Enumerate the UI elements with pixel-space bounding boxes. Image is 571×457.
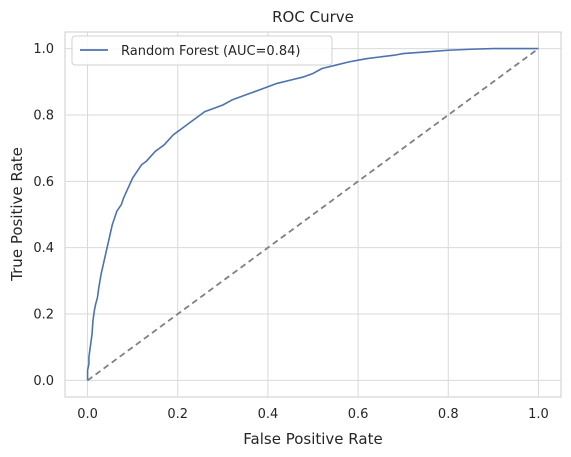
y-tick-label: 0.6 xyxy=(33,175,54,190)
x-tick-label: 0.8 xyxy=(438,407,459,422)
y-tick-label: 1.0 xyxy=(33,42,54,57)
y-tick-label: 0.4 xyxy=(33,241,54,256)
legend-box xyxy=(71,35,333,66)
series-layer xyxy=(86,47,539,382)
legend-label-random-forest: Random Forest (AUC=0.84) xyxy=(121,44,300,59)
chart-title: ROC Curve xyxy=(272,8,354,26)
y-axis-label: True Positive Rate xyxy=(8,147,26,282)
x-tick-label: 1.0 xyxy=(528,407,549,422)
x-tick-label: 0.2 xyxy=(167,407,188,422)
x-tick-label: 0.0 xyxy=(77,407,98,422)
y-tick-label: 0.2 xyxy=(33,308,54,323)
roc-curve-line xyxy=(86,47,539,381)
grid xyxy=(65,32,561,397)
y-tick-label: 0.8 xyxy=(33,108,54,123)
chance-diagonal-line xyxy=(87,47,539,382)
x-tick-label: 0.6 xyxy=(348,407,369,422)
ticks: 0.0 0.2 0.4 0.6 0.8 1.0 0.0 0.2 0.4 0.6 0.8 1.0 xyxy=(33,42,548,422)
x-axis-label: False Positive Rate xyxy=(243,430,382,448)
x-tick-label: 0.4 xyxy=(258,407,279,422)
y-tick-label: 0.0 xyxy=(33,374,54,389)
legend: Random Forest (AUC=0.84) xyxy=(71,35,333,66)
